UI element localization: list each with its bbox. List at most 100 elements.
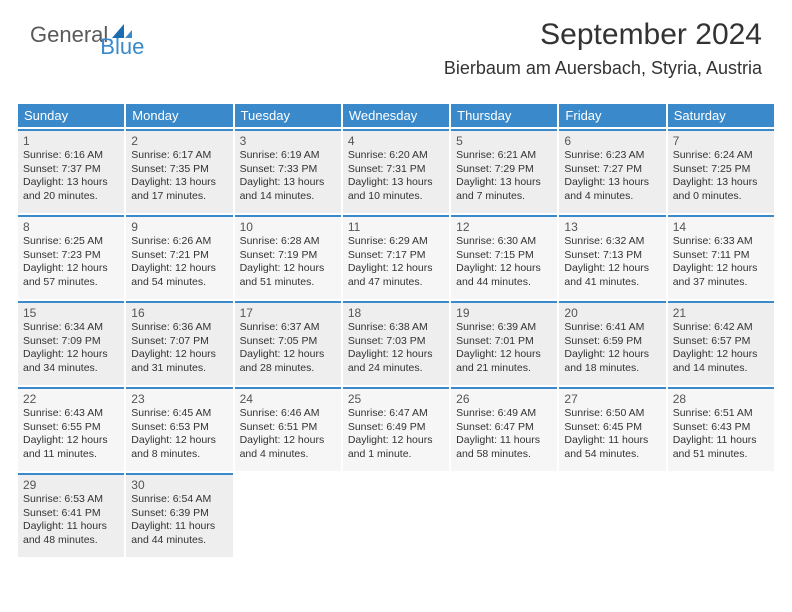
day-info: Sunrise: 6:16 AMSunset: 7:37 PMDaylight:… [23,149,119,204]
calendar-cell: 22Sunrise: 6:43 AMSunset: 6:55 PMDayligh… [18,387,124,471]
empty-cell [559,473,665,557]
day-header: Wednesday [343,104,449,127]
day-number: 27 [564,392,660,406]
header: September 2024 Bierbaum am Auersbach, St… [444,18,762,79]
empty-cell [451,473,557,557]
logo-text-blue: Blue [100,34,144,60]
calendar-cell: 20Sunrise: 6:41 AMSunset: 6:59 PMDayligh… [559,301,665,385]
day-header: Tuesday [235,104,341,127]
day-info: Sunrise: 6:29 AMSunset: 7:17 PMDaylight:… [348,235,444,290]
day-number: 6 [564,134,660,148]
calendar-cell: 18Sunrise: 6:38 AMSunset: 7:03 PMDayligh… [343,301,449,385]
day-number: 20 [564,306,660,320]
calendar-cell: 27Sunrise: 6:50 AMSunset: 6:45 PMDayligh… [559,387,665,471]
day-info: Sunrise: 6:24 AMSunset: 7:25 PMDaylight:… [673,149,769,204]
day-number: 16 [131,306,227,320]
calendar-cell: 23Sunrise: 6:45 AMSunset: 6:53 PMDayligh… [126,387,232,471]
day-info: Sunrise: 6:21 AMSunset: 7:29 PMDaylight:… [456,149,552,204]
calendar-cell: 25Sunrise: 6:47 AMSunset: 6:49 PMDayligh… [343,387,449,471]
day-info: Sunrise: 6:38 AMSunset: 7:03 PMDaylight:… [348,321,444,376]
day-header: Thursday [451,104,557,127]
day-info: Sunrise: 6:20 AMSunset: 7:31 PMDaylight:… [348,149,444,204]
day-number: 5 [456,134,552,148]
day-info: Sunrise: 6:19 AMSunset: 7:33 PMDaylight:… [240,149,336,204]
day-number: 17 [240,306,336,320]
empty-cell [668,473,774,557]
day-info: Sunrise: 6:46 AMSunset: 6:51 PMDaylight:… [240,407,336,462]
day-info: Sunrise: 6:26 AMSunset: 7:21 PMDaylight:… [131,235,227,290]
day-info: Sunrise: 6:54 AMSunset: 6:39 PMDaylight:… [131,493,227,548]
day-info: Sunrise: 6:33 AMSunset: 7:11 PMDaylight:… [673,235,769,290]
calendar-cell: 2Sunrise: 6:17 AMSunset: 7:35 PMDaylight… [126,129,232,213]
calendar-cell: 15Sunrise: 6:34 AMSunset: 7:09 PMDayligh… [18,301,124,385]
calendar-grid: SundayMondayTuesdayWednesdayThursdayFrid… [18,104,774,557]
day-header: Monday [126,104,232,127]
day-info: Sunrise: 6:25 AMSunset: 7:23 PMDaylight:… [23,235,119,290]
day-number: 15 [23,306,119,320]
day-info: Sunrise: 6:36 AMSunset: 7:07 PMDaylight:… [131,321,227,376]
calendar-cell: 8Sunrise: 6:25 AMSunset: 7:23 PMDaylight… [18,215,124,299]
calendar-cell: 14Sunrise: 6:33 AMSunset: 7:11 PMDayligh… [668,215,774,299]
day-number: 8 [23,220,119,234]
day-header: Friday [559,104,665,127]
calendar-cell: 9Sunrise: 6:26 AMSunset: 7:21 PMDaylight… [126,215,232,299]
day-info: Sunrise: 6:41 AMSunset: 6:59 PMDaylight:… [564,321,660,376]
calendar-cell: 3Sunrise: 6:19 AMSunset: 7:33 PMDaylight… [235,129,341,213]
day-number: 2 [131,134,227,148]
day-number: 7 [673,134,769,148]
day-number: 1 [23,134,119,148]
day-number: 10 [240,220,336,234]
day-info: Sunrise: 6:49 AMSunset: 6:47 PMDaylight:… [456,407,552,462]
day-info: Sunrise: 6:17 AMSunset: 7:35 PMDaylight:… [131,149,227,204]
day-info: Sunrise: 6:47 AMSunset: 6:49 PMDaylight:… [348,407,444,462]
day-info: Sunrise: 6:50 AMSunset: 6:45 PMDaylight:… [564,407,660,462]
calendar-cell: 17Sunrise: 6:37 AMSunset: 7:05 PMDayligh… [235,301,341,385]
day-header: Saturday [668,104,774,127]
day-info: Sunrise: 6:28 AMSunset: 7:19 PMDaylight:… [240,235,336,290]
calendar-cell: 4Sunrise: 6:20 AMSunset: 7:31 PMDaylight… [343,129,449,213]
day-number: 29 [23,478,119,492]
calendar-cell: 10Sunrise: 6:28 AMSunset: 7:19 PMDayligh… [235,215,341,299]
calendar-cell: 29Sunrise: 6:53 AMSunset: 6:41 PMDayligh… [18,473,124,557]
day-info: Sunrise: 6:34 AMSunset: 7:09 PMDaylight:… [23,321,119,376]
day-number: 26 [456,392,552,406]
day-number: 11 [348,220,444,234]
day-number: 28 [673,392,769,406]
day-number: 30 [131,478,227,492]
day-info: Sunrise: 6:23 AMSunset: 7:27 PMDaylight:… [564,149,660,204]
day-info: Sunrise: 6:51 AMSunset: 6:43 PMDaylight:… [673,407,769,462]
day-number: 22 [23,392,119,406]
day-number: 19 [456,306,552,320]
day-number: 21 [673,306,769,320]
calendar-cell: 13Sunrise: 6:32 AMSunset: 7:13 PMDayligh… [559,215,665,299]
day-number: 9 [131,220,227,234]
day-number: 12 [456,220,552,234]
calendar-cell: 28Sunrise: 6:51 AMSunset: 6:43 PMDayligh… [668,387,774,471]
month-title: September 2024 [444,18,762,52]
location-subtitle: Bierbaum am Auersbach, Styria, Austria [444,58,762,79]
day-info: Sunrise: 6:30 AMSunset: 7:15 PMDaylight:… [456,235,552,290]
day-number: 14 [673,220,769,234]
calendar-cell: 19Sunrise: 6:39 AMSunset: 7:01 PMDayligh… [451,301,557,385]
calendar-cell: 12Sunrise: 6:30 AMSunset: 7:15 PMDayligh… [451,215,557,299]
empty-cell [343,473,449,557]
calendar-cell: 7Sunrise: 6:24 AMSunset: 7:25 PMDaylight… [668,129,774,213]
day-number: 3 [240,134,336,148]
day-number: 24 [240,392,336,406]
day-number: 18 [348,306,444,320]
day-info: Sunrise: 6:45 AMSunset: 6:53 PMDaylight:… [131,407,227,462]
logo-text-general: General [30,22,108,48]
day-info: Sunrise: 6:42 AMSunset: 6:57 PMDaylight:… [673,321,769,376]
calendar-cell: 24Sunrise: 6:46 AMSunset: 6:51 PMDayligh… [235,387,341,471]
day-info: Sunrise: 6:32 AMSunset: 7:13 PMDaylight:… [564,235,660,290]
day-info: Sunrise: 6:37 AMSunset: 7:05 PMDaylight:… [240,321,336,376]
empty-cell [235,473,341,557]
day-number: 23 [131,392,227,406]
calendar-cell: 5Sunrise: 6:21 AMSunset: 7:29 PMDaylight… [451,129,557,213]
logo: General Blue [30,22,180,48]
day-info: Sunrise: 6:39 AMSunset: 7:01 PMDaylight:… [456,321,552,376]
day-info: Sunrise: 6:53 AMSunset: 6:41 PMDaylight:… [23,493,119,548]
day-header: Sunday [18,104,124,127]
calendar-cell: 26Sunrise: 6:49 AMSunset: 6:47 PMDayligh… [451,387,557,471]
day-info: Sunrise: 6:43 AMSunset: 6:55 PMDaylight:… [23,407,119,462]
